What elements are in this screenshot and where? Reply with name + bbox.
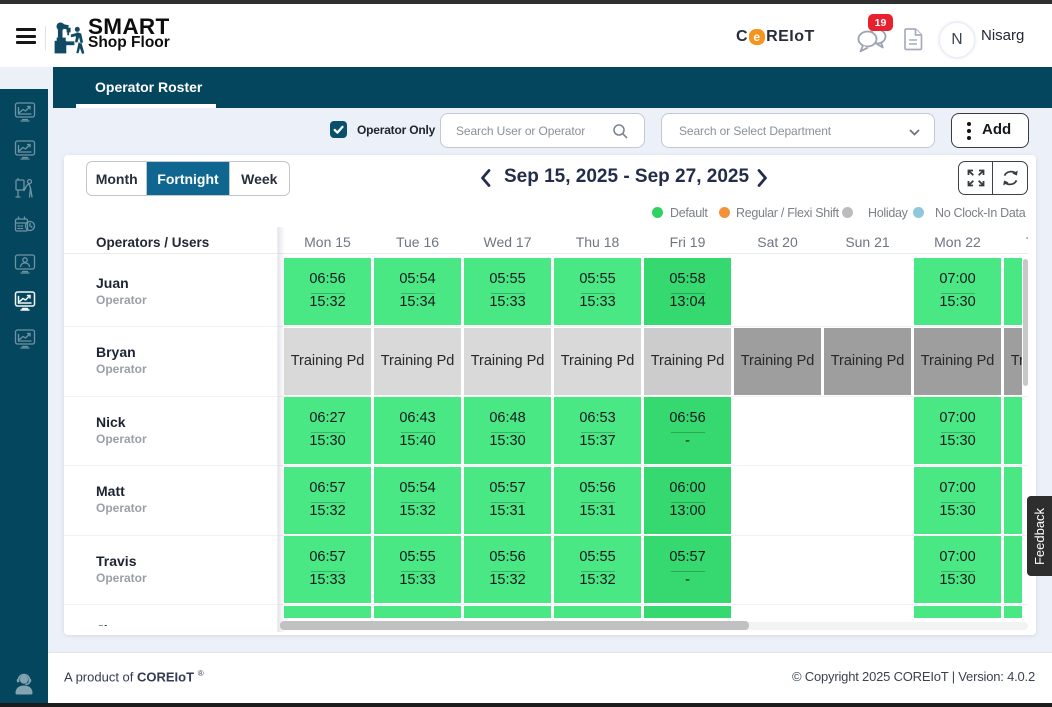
svg-text:e: e (753, 30, 760, 44)
